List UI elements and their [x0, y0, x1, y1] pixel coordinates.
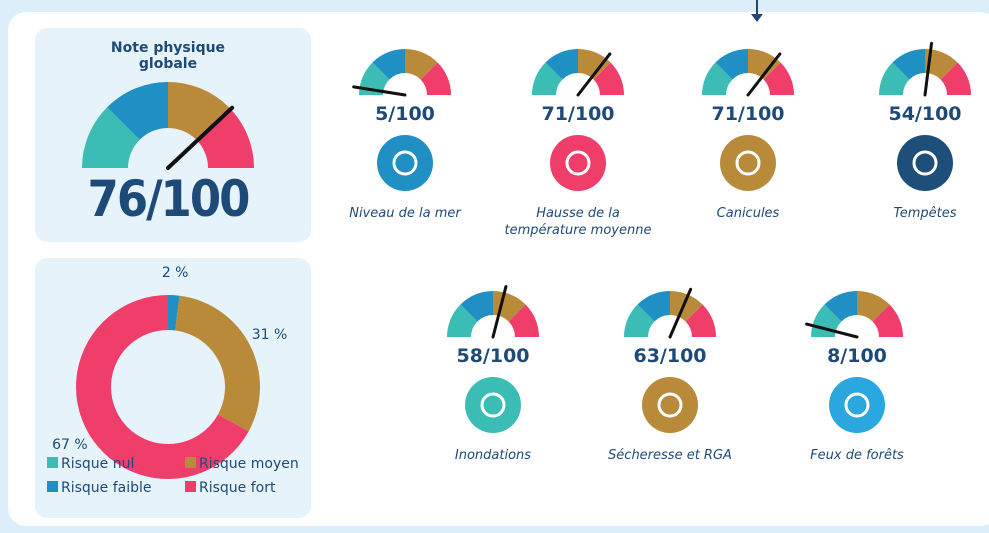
gauge-band [872, 304, 903, 337]
legend-item: Risque moyen [185, 456, 299, 472]
pie-slice [75, 295, 249, 479]
gauge-band [107, 82, 168, 140]
icon-glyph [392, 150, 418, 176]
gauge-label: Inondations [454, 448, 532, 463]
gauge-band [940, 62, 971, 95]
gauge-band [460, 291, 493, 322]
gauge-score: 63/100 [633, 345, 707, 367]
gauge-band [168, 82, 229, 140]
legend-swatch [185, 457, 196, 468]
gauge-band [637, 291, 670, 322]
gauge-band [493, 291, 526, 322]
icon-glyph [912, 150, 938, 176]
legend-text: Risque moyen [199, 456, 299, 472]
gauge-band [359, 62, 390, 95]
gauge-band [578, 49, 611, 80]
legend-swatch [185, 481, 196, 492]
gauge-band [925, 49, 958, 80]
legend-item: Risque faible [47, 480, 152, 496]
icon-glyph [565, 150, 591, 176]
needle [352, 85, 407, 97]
gauge-score: 58/100 [456, 345, 530, 367]
gauge-score: 71/100 [541, 103, 615, 125]
legend-item: Risque nul [47, 456, 134, 472]
gauge-label: Canicules [716, 206, 780, 221]
gauge-label: Niveau de la mer [349, 206, 461, 221]
gauge-score: 8/100 [827, 345, 887, 367]
needle [746, 52, 782, 97]
gauge-band [824, 291, 857, 322]
gauge-band [892, 49, 925, 80]
pie-slice [175, 295, 261, 432]
gauge-band [405, 49, 438, 80]
gauge-band [508, 304, 539, 337]
icon [465, 377, 521, 433]
gauge-band [685, 304, 716, 337]
needle [668, 287, 693, 339]
pie-label: 31 % [251, 327, 288, 344]
needle [805, 322, 859, 339]
gauge-band [196, 107, 254, 168]
icon-glyph [844, 392, 870, 418]
icon [829, 377, 885, 433]
gauge-score: 54/100 [888, 103, 962, 125]
legend-item: Risque fort [185, 480, 275, 496]
icon-glyph [735, 150, 761, 176]
gauge-band [447, 304, 478, 337]
icon [897, 135, 953, 191]
gauge-title: Note physique globale [110, 40, 226, 72]
icon-glyph [657, 392, 683, 418]
gauge-band [811, 304, 842, 337]
gauge-band [879, 62, 910, 95]
gauge-score: 5/100 [375, 103, 435, 125]
needle [491, 285, 508, 339]
arrow-head [751, 14, 763, 22]
legend-text: Risque nul [61, 456, 135, 472]
icon [377, 135, 433, 191]
main-card [35, 28, 311, 242]
gauge-band [82, 107, 140, 168]
gauge-band [702, 62, 733, 95]
pie-slice [168, 295, 180, 331]
gauge-band [372, 48, 405, 80]
needle [923, 41, 934, 97]
gauge-band [857, 291, 890, 322]
gauge-label: Sécheresse et RGA [608, 448, 732, 463]
gauge-band [715, 48, 748, 80]
legend-swatch [47, 481, 58, 492]
gauge-band [545, 49, 578, 80]
gauge-band [593, 62, 624, 95]
gauge-band [532, 62, 563, 95]
gauge-band [748, 49, 781, 80]
gauge-band [670, 291, 703, 322]
gauge-label: Tempêtes [893, 206, 957, 221]
gauge-label: Hausse de la température moyenne [504, 206, 652, 238]
gauge-band [624, 304, 655, 337]
needle [166, 105, 235, 170]
icon [550, 135, 606, 191]
gauge-score: 76/100 [87, 170, 251, 228]
pie-label: 2 % [161, 265, 189, 282]
gauge-score: 71/100 [711, 103, 785, 125]
pie-label: 67 % [52, 437, 88, 454]
needle [576, 52, 612, 97]
legend-swatch [47, 457, 58, 468]
legend-text: Risque fort [199, 480, 276, 496]
icon [720, 135, 776, 191]
legend-text: Risque faible [61, 480, 152, 496]
icon-glyph [480, 392, 506, 418]
gauge-band [420, 62, 451, 95]
gauge-label: Feux de forêts [810, 448, 904, 463]
icon [642, 377, 698, 433]
gauge-band [763, 62, 794, 95]
